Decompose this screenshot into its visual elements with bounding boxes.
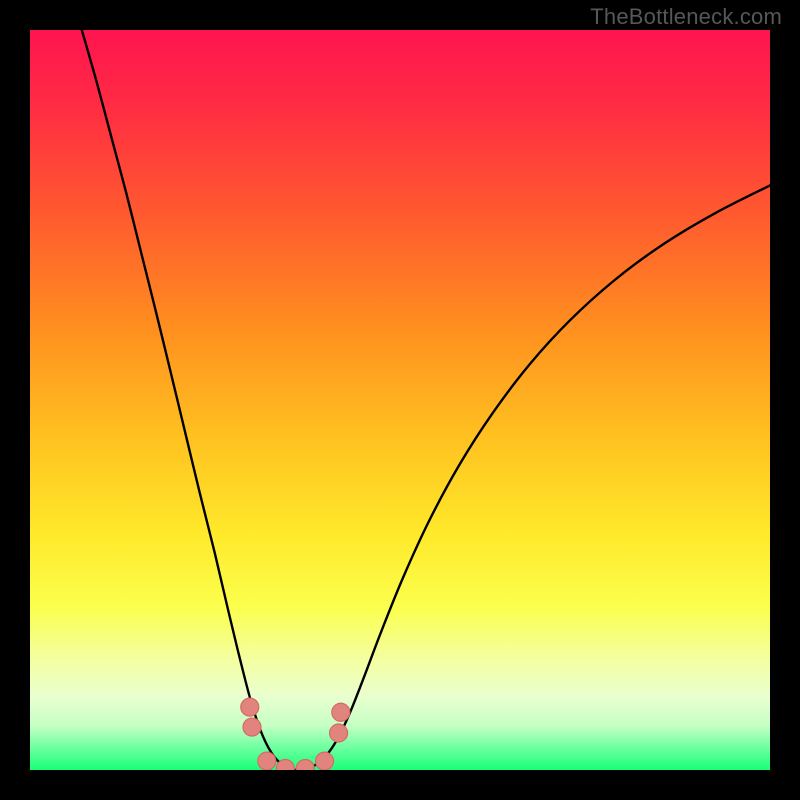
bottom-marker bbox=[241, 698, 259, 716]
bottom-marker bbox=[316, 752, 334, 770]
bottom-marker bbox=[243, 718, 261, 736]
plot-area bbox=[30, 30, 770, 770]
bottleneck-chart bbox=[0, 0, 800, 800]
watermark-text: TheBottleneck.com bbox=[590, 4, 782, 30]
bottom-marker bbox=[258, 752, 276, 770]
bottom-marker bbox=[332, 703, 350, 721]
bottom-marker bbox=[330, 724, 348, 742]
